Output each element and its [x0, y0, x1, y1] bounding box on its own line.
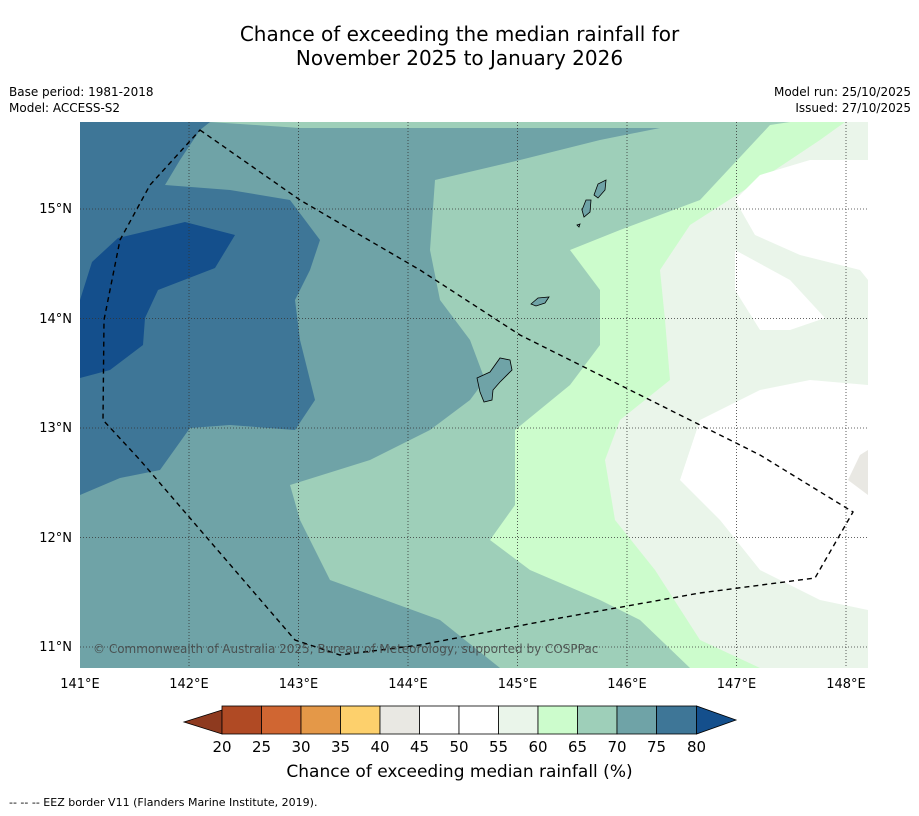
- colorbar-tick: 40: [370, 738, 389, 756]
- issued-date: Issued: 27/10/2025: [795, 101, 911, 115]
- island-rota: [530, 296, 550, 307]
- colorbar-arrow-low: [182, 709, 223, 735]
- island-tinian: [581, 199, 592, 218]
- colorbar-cell-35-40: [340, 705, 381, 735]
- colorbar-cell-30-35: [300, 705, 341, 735]
- colorbar-tick: 30: [291, 738, 310, 756]
- model-name: Model: ACCESS-S2: [9, 101, 121, 115]
- colorbar-title: Chance of exceeding median rainfall (%): [286, 762, 633, 782]
- lon-tick: 146°E: [607, 677, 647, 692]
- colorbar-cell-25-30: [261, 705, 302, 735]
- colorbar-cell-45-50: [419, 705, 460, 735]
- colorbar-tick: 35: [331, 738, 350, 756]
- islands: [476, 179, 607, 403]
- meta-left: Base period: 1981-2018 Model: ACCESS-S2: [9, 84, 154, 116]
- meta-right: Model run: 25/10/2025 Issued: 27/10/2025: [774, 84, 911, 116]
- colorbar-tick: 65: [568, 738, 587, 756]
- title-line-1: Chance of exceeding the median rainfall …: [239, 22, 680, 46]
- lat-tick: 15°N: [39, 202, 72, 217]
- contour-45-55: [735, 160, 868, 280]
- lat-tick: 14°N: [39, 312, 72, 327]
- contour-75-80: [80, 122, 320, 495]
- lat-tick: 12°N: [39, 531, 72, 546]
- contour-45-55-north: [735, 250, 825, 330]
- colorbar-tick: 70: [607, 738, 626, 756]
- colorbar-tick: 60: [528, 738, 547, 756]
- map-title: Chance of exceeding the median rainfall …: [0, 22, 919, 70]
- colorbar-cell-75-80: [656, 705, 697, 735]
- colorbar-cell-55-60: [498, 705, 539, 735]
- colorbar-cell-70-75: [616, 705, 657, 735]
- island-guam: [476, 357, 513, 403]
- contour-fields: [80, 122, 868, 668]
- lon-tick: 145°E: [498, 677, 538, 692]
- colorbar-cell-65-70: [577, 705, 618, 735]
- title-line-2: November 2025 to January 2026: [295, 46, 624, 70]
- colorbar-tick: 80: [687, 738, 706, 756]
- colorbar-tick: 45: [410, 738, 429, 756]
- colorbar-ticks: 20 25 30 35 40 45 50 55 60 65 70 75 80: [212, 738, 706, 756]
- lon-tick: 147°E: [717, 677, 757, 692]
- lon-tick: 144°E: [388, 677, 428, 692]
- colorbar-tick: 75: [647, 738, 666, 756]
- copyright-text: © Commonwealth of Australia 2025, Bureau…: [93, 642, 598, 656]
- colorbar-tick: 55: [489, 738, 508, 756]
- colorbar-cell-50-55: [458, 705, 499, 735]
- colorbar-cell-20-25: [221, 705, 262, 735]
- eez-border: [102, 129, 854, 656]
- contour-40-45: [848, 450, 868, 495]
- lon-tick: 143°E: [279, 677, 319, 692]
- base-period: Base period: 1981-2018: [9, 85, 154, 99]
- lon-tick: 142°E: [169, 677, 209, 692]
- colorbar-cell-40-45: [379, 705, 420, 735]
- colorbar-tick: 20: [212, 738, 231, 756]
- colorbar-arrow-high: [696, 705, 738, 735]
- lon-tick: 148°E: [826, 677, 866, 692]
- lon-tick-labels: 141°E 142°E 143°E 144°E 145°E 146°E 147°…: [60, 677, 866, 692]
- contour-above-80: [80, 222, 235, 378]
- eez-footnote: -- -- -- EEZ border V11 (Flanders Marine…: [9, 796, 318, 809]
- lon-tick: 141°E: [60, 677, 100, 692]
- colorbar-tick: 50: [449, 738, 468, 756]
- colorbar-tick: 25: [252, 738, 271, 756]
- model-run: Model run: 25/10/2025: [773, 85, 911, 99]
- island-aguijan: [576, 223, 581, 228]
- island-saipan: [593, 179, 607, 199]
- gridlines: [80, 122, 868, 668]
- colorbar: [182, 705, 738, 735]
- rainfall-map: © Commonwealth of Australia 2025, Bureau…: [39, 122, 868, 756]
- colorbar-cell-60-65: [537, 705, 578, 735]
- lat-tick: 11°N: [39, 640, 72, 655]
- lat-tick-labels: 15°N 14°N 13°N 12°N 11°N: [39, 202, 72, 655]
- lat-tick: 13°N: [39, 421, 72, 436]
- contour-45-55-south: [680, 300, 868, 610]
